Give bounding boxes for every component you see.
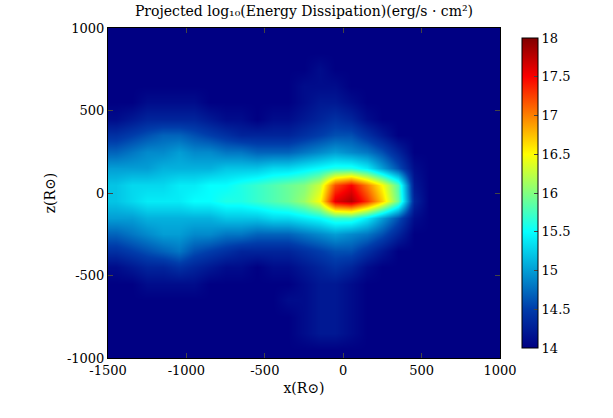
svg-text:14.5: 14.5 xyxy=(542,302,571,317)
svg-text:500: 500 xyxy=(80,103,105,118)
svg-text:z(R⊙): z(R⊙) xyxy=(42,173,58,214)
svg-text:0: 0 xyxy=(339,363,347,378)
svg-text:17: 17 xyxy=(542,108,559,123)
svg-text:0: 0 xyxy=(96,186,104,201)
svg-text:14: 14 xyxy=(542,341,559,356)
svg-text:-1000: -1000 xyxy=(67,351,104,366)
svg-text:15: 15 xyxy=(542,263,559,278)
svg-text:16: 16 xyxy=(542,186,559,201)
svg-text:x(R⊙): x(R⊙) xyxy=(283,380,324,396)
svg-text:500: 500 xyxy=(409,363,434,378)
svg-text:15.5: 15.5 xyxy=(542,224,571,239)
svg-text:17.5: 17.5 xyxy=(542,69,571,84)
svg-text:18: 18 xyxy=(542,31,559,46)
svg-text:16.5: 16.5 xyxy=(542,147,571,162)
svg-text:-1000: -1000 xyxy=(168,363,205,378)
svg-text:1000: 1000 xyxy=(71,21,104,36)
svg-text:-1500: -1500 xyxy=(89,363,126,378)
svg-text:-500: -500 xyxy=(250,363,279,378)
svg-text:1000: 1000 xyxy=(483,363,516,378)
svg-text:-500: -500 xyxy=(75,268,104,283)
svg-text:Projected log₁₀(Energy Dissipa: Projected log₁₀(Energy Dissipation)(erg/… xyxy=(135,3,473,19)
